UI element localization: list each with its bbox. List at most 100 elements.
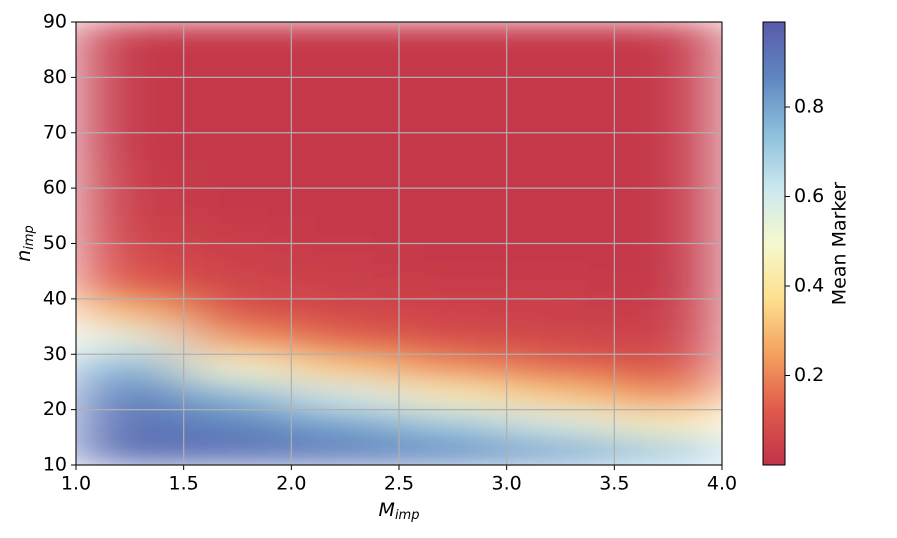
heat-cell <box>291 49 400 78</box>
x-tick-label: 4.0 <box>707 473 737 495</box>
heat-cell <box>183 437 292 465</box>
heat-cell <box>76 22 185 51</box>
heat-cell <box>506 326 615 355</box>
heat-cell <box>76 243 185 272</box>
heat-cell <box>76 132 185 161</box>
heat-cell <box>614 188 722 217</box>
heat-cell <box>614 49 722 78</box>
heat-cell <box>506 105 615 134</box>
heat-cell <box>183 381 292 411</box>
x-axis-label: Mimp <box>379 499 420 523</box>
heat-cell <box>291 381 400 411</box>
heat-cell <box>183 77 292 106</box>
heat-cell <box>614 437 722 465</box>
colorbar-tick-label: 0.8 <box>794 96 824 118</box>
plot-frame <box>75 21 723 466</box>
heat-cell <box>291 77 400 106</box>
heat-cell <box>506 271 615 300</box>
heat-cell <box>506 49 615 78</box>
heat-cell <box>506 354 615 383</box>
heat-cell <box>183 243 292 272</box>
heat-cell <box>76 437 185 465</box>
heat-cell <box>506 437 615 465</box>
heat-cell <box>291 354 400 383</box>
heat-cell <box>183 271 292 300</box>
heat-cell <box>183 132 292 161</box>
x-tick-label: 2.0 <box>276 473 306 495</box>
heat-cell <box>183 215 292 244</box>
colorbar-label: Mean Marker <box>829 182 851 306</box>
heat-cell <box>76 188 185 217</box>
heat-cell <box>76 77 185 106</box>
heat-cell <box>614 105 722 134</box>
heat-cell <box>399 381 508 411</box>
heat-cell <box>183 49 292 78</box>
heat-cell <box>291 132 400 161</box>
heat-cell <box>506 160 615 189</box>
heat-cell <box>291 160 400 189</box>
heat-cell <box>614 381 722 411</box>
heat-cell <box>614 326 722 355</box>
heat-cell <box>614 354 722 383</box>
heat-cell <box>183 298 292 328</box>
heat-cell <box>291 437 400 465</box>
heat-cell <box>76 381 185 411</box>
heat-cell <box>614 298 722 328</box>
heat-cell <box>614 160 722 189</box>
x-tick-label: 1.5 <box>169 473 199 495</box>
y-tick-label: 20 <box>43 398 67 420</box>
heat-cell <box>76 271 185 300</box>
y-tick-label: 50 <box>43 232 67 254</box>
heat-cell <box>76 160 185 189</box>
heat-cell <box>506 298 615 328</box>
heat-cell <box>291 105 400 134</box>
heat-cell <box>399 22 508 51</box>
y-tick-label: 40 <box>43 287 67 309</box>
y-tick-label: 60 <box>43 177 67 199</box>
y-tick-label: 10 <box>43 454 67 476</box>
heat-cell <box>76 49 185 78</box>
heat-cell <box>291 271 400 300</box>
y-tick-label: 90 <box>43 11 67 33</box>
x-axis-label-main: M <box>379 499 395 521</box>
heat-cell <box>291 215 400 244</box>
heat-cell <box>506 77 615 106</box>
plot-area <box>76 22 722 465</box>
heat-cell <box>399 77 508 106</box>
heat-cell <box>291 409 400 438</box>
x-tick-label: 1.0 <box>61 473 91 495</box>
heat-cell <box>614 22 722 51</box>
heat-cell <box>399 354 508 383</box>
heat-cell <box>76 326 185 355</box>
heat-cell <box>399 243 508 272</box>
heat-cell <box>291 298 400 328</box>
axes: 1.0 1.5 2.0 2.5 3.0 3.5 4.0 10 20 30 40 50 60 70 80 90 M… <box>13 11 851 523</box>
colorbar-tick-label: 0.4 <box>794 275 824 297</box>
heat-cell <box>614 409 722 438</box>
heat-cell <box>399 326 508 355</box>
heat-cell <box>76 215 185 244</box>
y-tick-label: 30 <box>43 343 67 365</box>
heat-cell <box>183 22 292 51</box>
heat-cell <box>399 49 508 78</box>
heat-cell <box>291 188 400 217</box>
y-axis-label: nimp <box>13 225 37 262</box>
heat-cell <box>291 22 400 51</box>
heat-cell <box>76 409 185 438</box>
colorbar-tick-label: 0.6 <box>794 185 824 207</box>
heat-cell <box>614 77 722 106</box>
heat-cell <box>614 132 722 161</box>
heat-cell <box>291 243 400 272</box>
heat-cell <box>76 298 185 328</box>
heat-cell <box>183 105 292 134</box>
x-tick-label: 3.0 <box>492 473 522 495</box>
heat-cell <box>614 243 722 272</box>
heat-cell <box>399 271 508 300</box>
y-axis-label-sub: imp <box>22 225 37 250</box>
heat-cell <box>183 160 292 189</box>
heat-cell <box>506 381 615 411</box>
y-tick-label: 80 <box>43 66 67 88</box>
heat-cell <box>183 409 292 438</box>
heat-cell <box>399 105 508 134</box>
